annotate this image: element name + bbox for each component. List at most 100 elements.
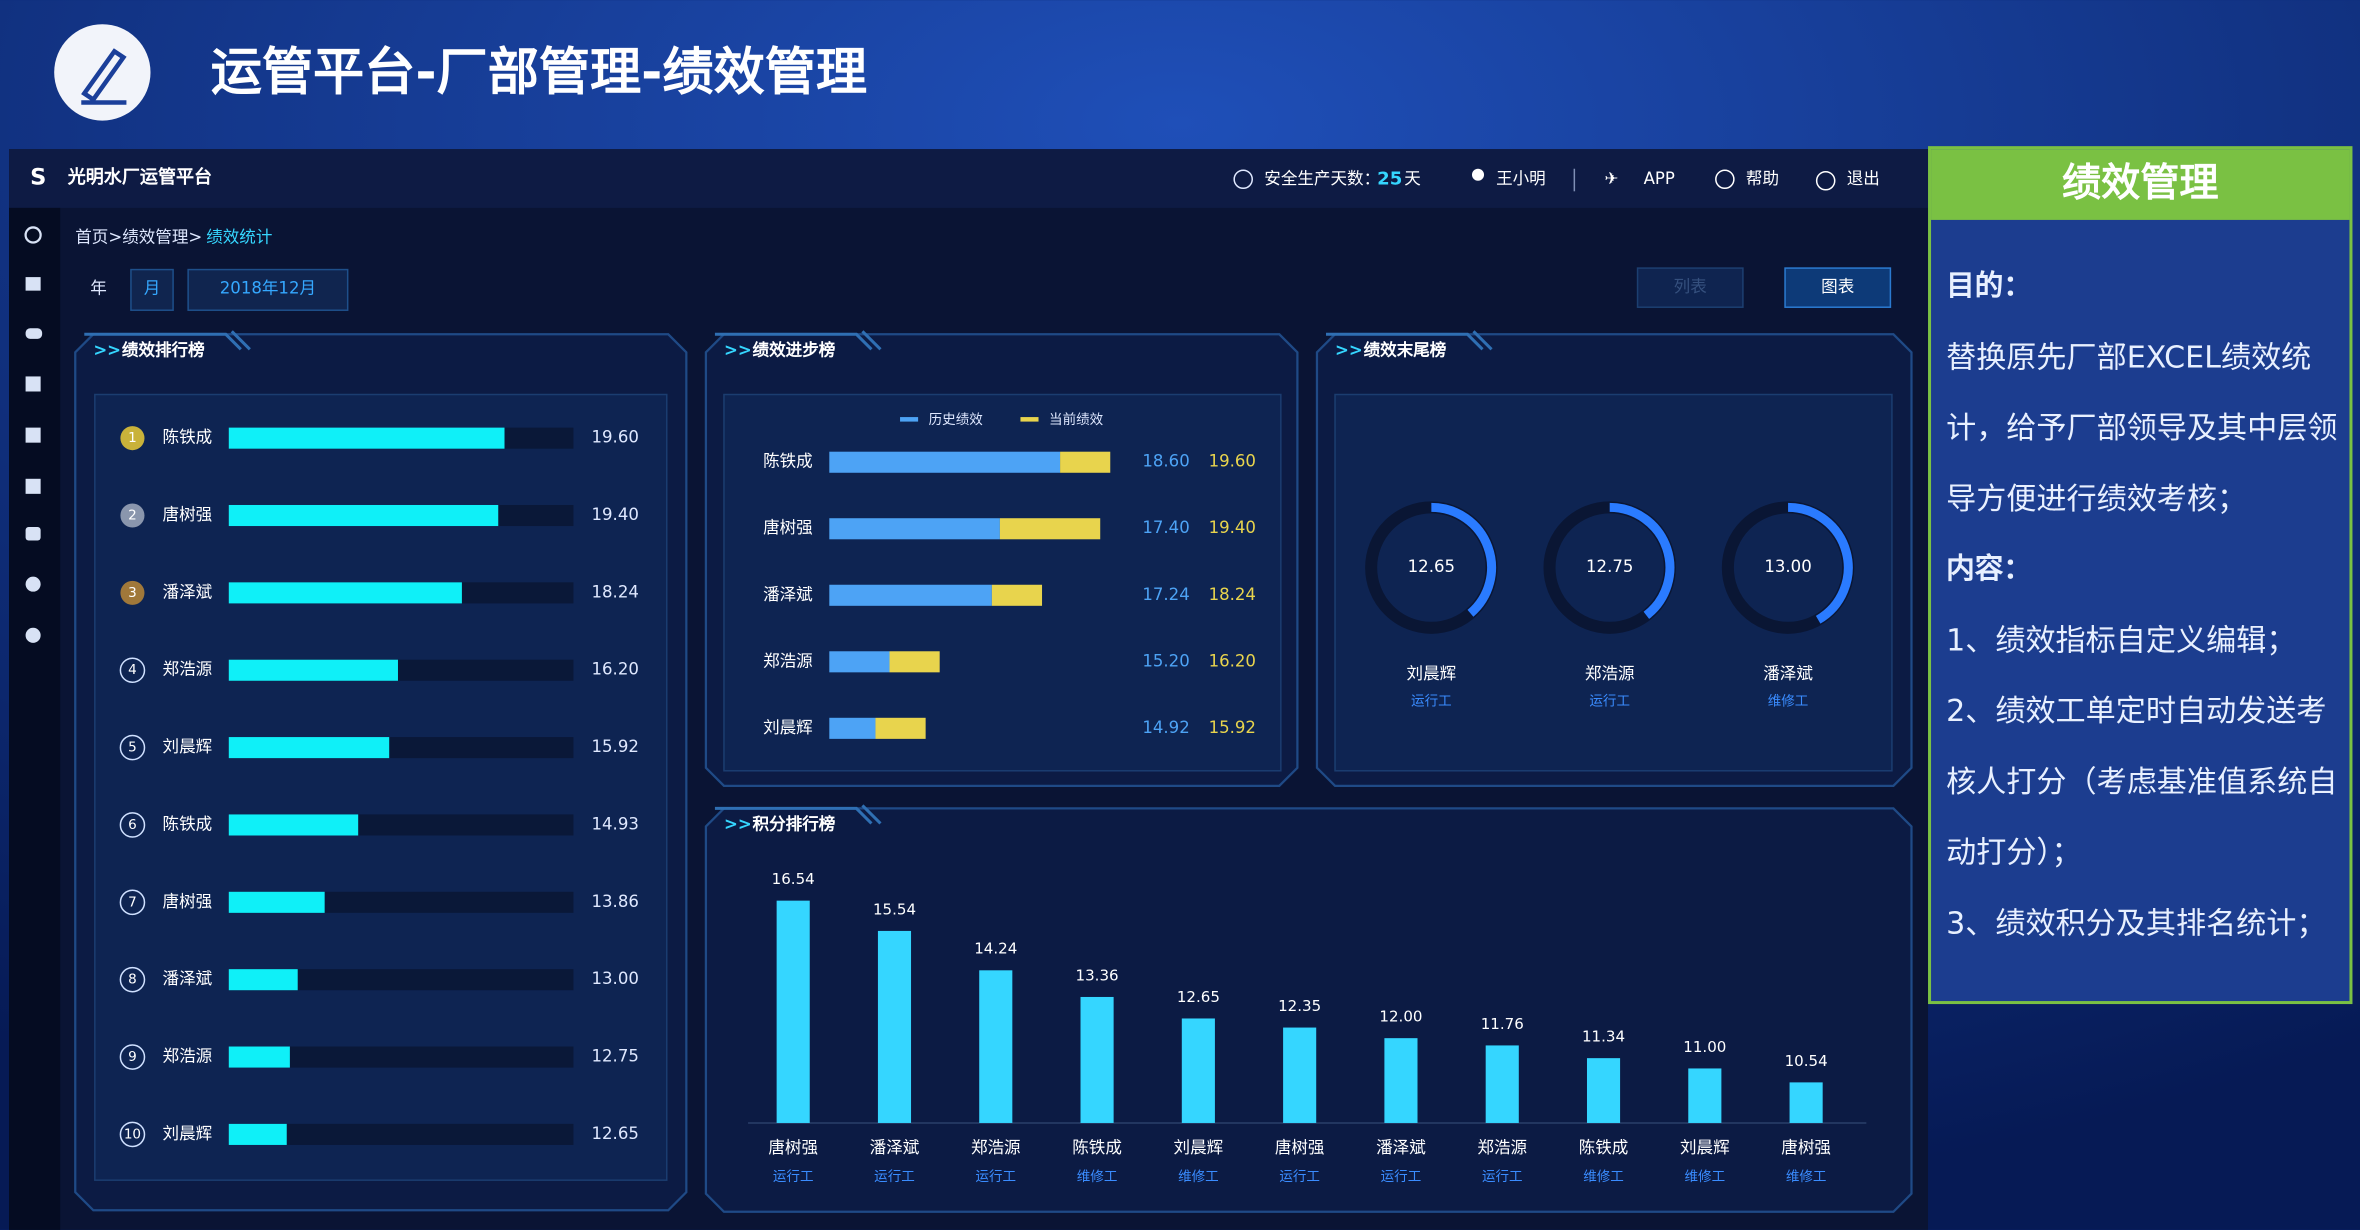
- app-name: 光明水厂运管平台: [67, 166, 212, 188]
- bar-current: [875, 717, 926, 739]
- name: 唐树强: [1275, 1138, 1325, 1157]
- logout-icon: [1815, 170, 1836, 191]
- role: 维修工: [1768, 694, 1809, 710]
- bar: [1080, 996, 1114, 1123]
- value-label: 14.93: [592, 814, 639, 833]
- list-button[interactable]: [1636, 267, 1744, 308]
- bar: [228, 659, 398, 681]
- filter-month[interactable]: 月: [144, 279, 161, 298]
- name: 刘晨辉: [163, 737, 213, 756]
- bar: [1181, 1018, 1215, 1123]
- name: 唐树强: [768, 1138, 818, 1157]
- content-heading: 内容：: [1946, 552, 2032, 586]
- name: 潘泽斌: [870, 1138, 920, 1157]
- user-name[interactable]: 王小明: [1496, 169, 1546, 188]
- name: 刘晨辉: [1407, 664, 1457, 683]
- chart-icon[interactable]: [25, 427, 41, 443]
- rank-badge: [119, 657, 146, 684]
- chart-button[interactable]: [1784, 267, 1892, 308]
- value-label: 13.36: [1076, 966, 1119, 984]
- legend-swatch: [1020, 417, 1039, 422]
- book-icon[interactable]: [25, 376, 41, 392]
- date-picker[interactable]: [187, 268, 349, 311]
- value-label: 19.60: [592, 428, 639, 447]
- purpose-heading: 目的：: [1946, 269, 2032, 303]
- logout-link[interactable]: 退出: [1847, 169, 1880, 188]
- panel-title: 绩效进步榜: [753, 339, 836, 359]
- value-label: 12.35: [1278, 997, 1321, 1015]
- name: 潘泽斌: [763, 585, 813, 604]
- help-link[interactable]: 帮助: [1746, 169, 1779, 188]
- filter-year[interactable]: 年: [90, 279, 107, 298]
- list-button-label[interactable]: 列表: [1674, 277, 1707, 296]
- history-label: 17.40: [1142, 518, 1189, 537]
- notes-body: 目的： 替换原先厂部EXCEL绩效统计，给予厂部领导及其中层领导方便进行绩效考核…: [1946, 269, 2338, 941]
- name: 郑浩源: [1585, 664, 1635, 683]
- value-label: 12.65: [592, 1124, 639, 1143]
- bar-track: [228, 969, 574, 991]
- chart-button-label[interactable]: 图表: [1821, 277, 1854, 296]
- gauge-value: 12.75: [1586, 557, 1633, 576]
- notes-title: 绩效管理: [2062, 161, 2218, 206]
- value-label: 15.92: [592, 737, 639, 756]
- side-icons: [24, 226, 43, 643]
- rank-number: 7: [128, 894, 137, 910]
- notes-header: [1931, 149, 2350, 220]
- bar: [228, 814, 359, 836]
- value-label: 16.54: [772, 870, 815, 888]
- game-icon[interactable]: [25, 328, 43, 339]
- role: 运行工: [1482, 1169, 1523, 1185]
- role: 维修工: [1077, 1169, 1118, 1185]
- bar: [1283, 1027, 1317, 1123]
- message-icon[interactable]: [25, 526, 41, 541]
- role: 维修工: [1786, 1169, 1827, 1185]
- history-label: 14.92: [1142, 718, 1189, 737]
- home-icon[interactable]: [25, 277, 41, 291]
- gauge-value: 13.00: [1764, 557, 1811, 576]
- gauge-arc: [1609, 502, 1675, 619]
- value-label: 10.54: [1785, 1052, 1828, 1070]
- search-icon[interactable]: [24, 226, 42, 244]
- name: 郑浩源: [971, 1138, 1021, 1157]
- bar: [979, 970, 1013, 1123]
- safety-days: 25: [1377, 168, 1402, 189]
- date-value[interactable]: 2018年12月: [220, 279, 316, 298]
- rank-badge: [120, 580, 145, 605]
- name: 陈铁成: [163, 428, 213, 447]
- value-label: 13.86: [592, 892, 639, 911]
- name: 唐树强: [763, 518, 813, 537]
- gauge-arc: [1787, 502, 1853, 624]
- current-label: 16.20: [1209, 651, 1256, 670]
- rank-number: 1: [128, 430, 137, 446]
- bar: [228, 582, 462, 604]
- notes-panel: [1928, 146, 2353, 1005]
- role: 维修工: [1583, 1169, 1624, 1185]
- bar-history: [829, 651, 890, 673]
- user-icon: [1471, 168, 1485, 181]
- current-label: 19.60: [1209, 452, 1256, 471]
- value-label: 15.54: [873, 900, 916, 918]
- plus-icon[interactable]: [25, 576, 41, 592]
- role: 运行工: [1381, 1169, 1422, 1185]
- bar: [1688, 1068, 1722, 1123]
- legend-label: 当前绩效: [1049, 411, 1104, 428]
- role: 维修工: [1685, 1169, 1726, 1185]
- name: 陈铁成: [1579, 1138, 1629, 1157]
- name: 陈铁成: [1072, 1138, 1122, 1157]
- settings-icon[interactable]: [25, 627, 41, 643]
- panel-tab: [714, 330, 882, 351]
- name: 郑浩源: [163, 1047, 213, 1066]
- stats-icon[interactable]: [25, 478, 41, 494]
- name: 潘泽斌: [163, 969, 213, 988]
- safety-unit: 天: [1404, 169, 1421, 188]
- app-link[interactable]: APP: [1644, 169, 1675, 188]
- bar: [228, 737, 390, 759]
- purpose-text: 替换原先厂部EXCEL绩效统计，给予厂部领导及其中层领导方便进行绩效考核；: [1946, 338, 2338, 517]
- rank-number: 5: [128, 740, 137, 756]
- breadcrumb[interactable]: 首页>绩效管理>: [75, 227, 202, 246]
- rank-badge: [119, 889, 146, 916]
- month-button[interactable]: [130, 268, 174, 311]
- panel-arrows: >>: [724, 340, 752, 359]
- name: 潘泽斌: [1376, 1138, 1426, 1157]
